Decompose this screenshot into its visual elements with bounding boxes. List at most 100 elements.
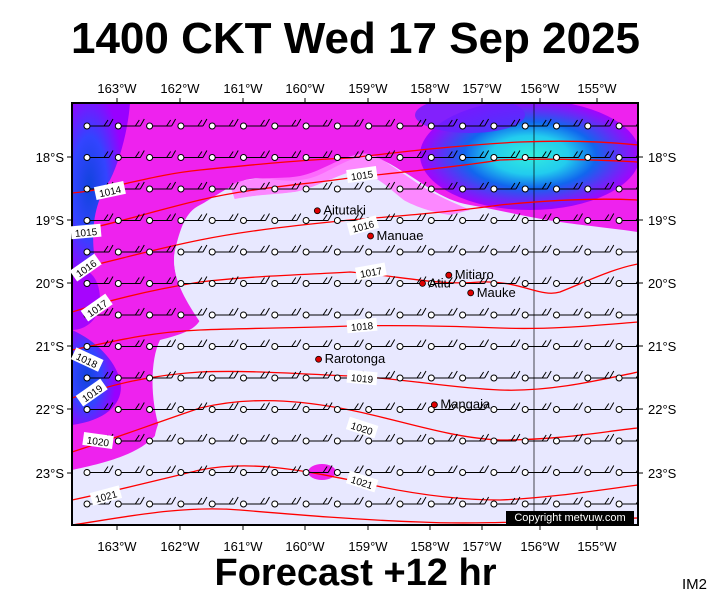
wind-barb bbox=[365, 150, 396, 161]
wind-barb bbox=[521, 433, 552, 445]
wind-barb bbox=[146, 339, 177, 350]
lon-label: 155°W bbox=[577, 539, 617, 554]
wind-barb bbox=[615, 153, 638, 161]
place-label: Mauke bbox=[477, 285, 516, 300]
wind-barb bbox=[396, 307, 427, 319]
wind-barb bbox=[114, 402, 145, 413]
lon-label: 158°W bbox=[410, 81, 450, 96]
wind-barb bbox=[333, 433, 364, 445]
isobar-label: 1018 bbox=[351, 321, 375, 334]
place-marker: Mauke bbox=[467, 285, 516, 300]
lon-label: 163°W bbox=[97, 539, 137, 554]
wind-barb bbox=[396, 150, 427, 161]
wind-barb bbox=[208, 433, 239, 445]
wind-barb bbox=[208, 402, 239, 413]
wind-barb bbox=[459, 118, 490, 130]
wind-barb bbox=[459, 465, 490, 476]
wind-barb bbox=[396, 213, 427, 224]
wind-barb bbox=[647, 182, 676, 192]
places: Aitutaki Manuae Mitiaro Atiu Mauke Rarotonga M… bbox=[313, 203, 516, 412]
wind-barb bbox=[647, 371, 676, 381]
wind-barb bbox=[584, 307, 615, 319]
wind-barb bbox=[584, 118, 615, 130]
wind-barb bbox=[396, 402, 427, 413]
lat-label: 18°S bbox=[36, 150, 65, 165]
lat-label: 22°S bbox=[36, 402, 65, 417]
wind-barb bbox=[83, 213, 114, 224]
wind-barb bbox=[459, 276, 490, 287]
wind-barb bbox=[427, 402, 458, 413]
lat-label: 20°S bbox=[648, 276, 677, 291]
wind-barb bbox=[333, 181, 364, 193]
wind-barb bbox=[427, 496, 458, 508]
wind-barb bbox=[647, 497, 676, 507]
place-dot bbox=[445, 271, 453, 279]
wind-barb bbox=[553, 465, 583, 476]
isobar-label: 1020 bbox=[86, 435, 110, 449]
isobar-1017 bbox=[72, 263, 638, 313]
wind-barb bbox=[365, 496, 396, 508]
wind-barb bbox=[240, 150, 270, 161]
place-marker: Atiu bbox=[419, 275, 451, 290]
place-dot bbox=[315, 355, 322, 363]
wind-barb bbox=[490, 213, 521, 224]
wind-barb bbox=[271, 181, 302, 193]
wind-barb bbox=[302, 181, 333, 193]
lon-label: 159°W bbox=[348, 539, 388, 554]
lon-label: 162°W bbox=[160, 81, 200, 96]
wind-barb bbox=[365, 402, 396, 413]
wind-barb bbox=[553, 181, 583, 193]
wind-barb bbox=[302, 150, 333, 161]
lon-label: 161°W bbox=[223, 539, 263, 554]
wind-barb bbox=[490, 433, 521, 445]
place-dot bbox=[430, 401, 438, 409]
wind-barb bbox=[240, 244, 270, 256]
wind-barb bbox=[302, 339, 333, 350]
wind-barb bbox=[114, 118, 145, 130]
wind-barb bbox=[146, 213, 177, 224]
isobar-labels: 1014 1015 1016 1017 1018 1019 1020 1021 … bbox=[69, 165, 387, 506]
wind-barb bbox=[365, 307, 396, 319]
wind-barb bbox=[302, 465, 333, 476]
wind-barb bbox=[271, 433, 302, 445]
image-code: IM2 bbox=[681, 576, 707, 593]
wind-region-fringe bbox=[230, 153, 470, 215]
lat-label: 18°S bbox=[648, 150, 677, 165]
wind-barb bbox=[396, 370, 427, 382]
lon-label: 155°W bbox=[577, 81, 617, 96]
wind-barb bbox=[333, 496, 364, 508]
wind-barb bbox=[271, 370, 302, 382]
wind-barb bbox=[114, 213, 145, 224]
wind-barb bbox=[146, 496, 177, 508]
wind-barb bbox=[271, 402, 302, 413]
wind-barbs bbox=[83, 118, 676, 508]
wind-barb bbox=[615, 374, 638, 382]
wind-barb bbox=[83, 370, 114, 382]
wind-barb bbox=[333, 402, 364, 413]
wind-barb bbox=[208, 496, 239, 508]
copyright-badge: Copyright metvuw.com bbox=[506, 511, 634, 526]
wind-barb bbox=[615, 342, 638, 350]
wind-barb bbox=[365, 465, 396, 476]
wind-barb bbox=[396, 433, 427, 445]
place-label: Rarotonga bbox=[325, 351, 386, 366]
wind-barb bbox=[208, 244, 239, 256]
wind-barb bbox=[490, 276, 521, 287]
lat-label: 19°S bbox=[36, 213, 65, 228]
wind-barb bbox=[459, 244, 490, 256]
wind-barb bbox=[365, 118, 396, 130]
wind-barb bbox=[208, 150, 239, 161]
wind-barb bbox=[396, 244, 427, 256]
isobar-label: 1017 bbox=[359, 266, 383, 281]
lon-label: 156°W bbox=[520, 81, 560, 96]
place-label: Mitiaro bbox=[455, 267, 494, 282]
wind-barb bbox=[459, 181, 490, 193]
wind-barb bbox=[114, 496, 145, 508]
wind-barb bbox=[427, 370, 458, 382]
wind-barb bbox=[459, 150, 490, 161]
wind-barb bbox=[427, 433, 458, 445]
wind-barb bbox=[584, 496, 615, 508]
wind-barb bbox=[427, 307, 458, 319]
lon-label: 159°W bbox=[348, 81, 388, 96]
wind-barb bbox=[459, 402, 490, 413]
